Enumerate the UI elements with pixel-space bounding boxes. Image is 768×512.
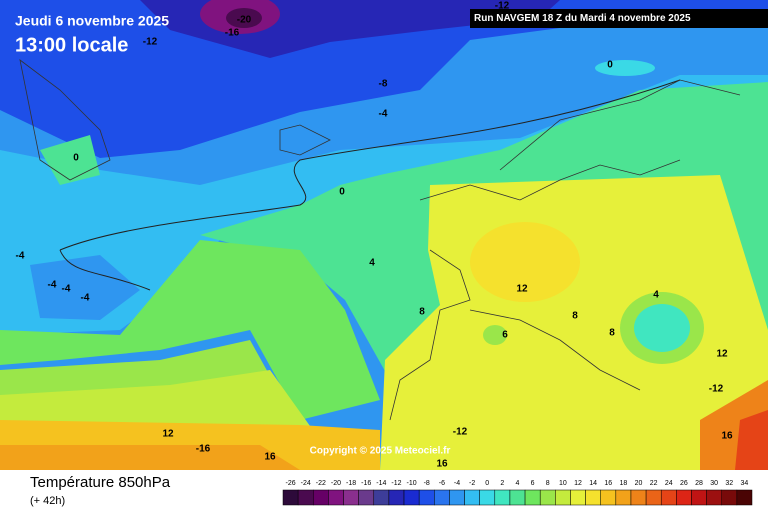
contour-label: -12 [143, 37, 158, 48]
legend-tick-label: -18 [346, 480, 356, 487]
contour-label: -8 [379, 79, 388, 90]
legend-tick-label: 26 [680, 480, 688, 487]
contour-label: -4 [62, 284, 71, 295]
legend-swatch [373, 489, 390, 506]
legend-tick-label: -10 [407, 480, 417, 487]
contour-label: 6 [502, 330, 508, 341]
legend-swatch [570, 489, 586, 506]
contour-label: 16 [264, 452, 276, 463]
legend-tick-label: 20 [635, 480, 643, 487]
legend-swatch [313, 489, 329, 506]
temperature-map [0, 0, 768, 470]
legend-swatch [585, 489, 601, 506]
legend-subtitle: (+ 42h) [30, 495, 65, 507]
contour-label: -4 [48, 280, 57, 291]
legend-tick-label: -8 [424, 480, 430, 487]
contour-label: -16 [196, 444, 211, 455]
legend-tick-label: 32 [725, 480, 733, 487]
legend-swatch [660, 489, 677, 506]
legend-swatch [524, 489, 541, 506]
legend-tick-label: 8 [546, 480, 550, 487]
legend-swatch [358, 489, 375, 506]
contour-label: -4 [16, 251, 25, 262]
legend-tick-label: -26 [286, 480, 296, 487]
copyright: Copyright © 2025 Meteociel.fr [310, 446, 451, 457]
legend-swatch [464, 489, 480, 506]
contour-label: 8 [609, 328, 615, 339]
contour-label: 0 [607, 60, 613, 71]
contour-label: 4 [653, 290, 659, 301]
legend-title: Température 850hPa [30, 474, 171, 491]
legend-swatch [494, 489, 511, 506]
map-time: 13:00 locale [15, 34, 128, 56]
legend-swatch [615, 489, 632, 506]
legend-swatch [403, 489, 420, 506]
run-box [470, 9, 768, 28]
legend-tick-label: -14 [376, 480, 386, 487]
legend-tick-label: 6 [531, 480, 535, 487]
contour-label: -12 [495, 1, 510, 12]
legend-swatch [328, 489, 344, 506]
legend-swatch [706, 489, 722, 506]
contour-label: 8 [419, 307, 425, 318]
legend-swatch [600, 489, 617, 506]
legend-tick-label: -6 [439, 480, 445, 487]
legend-swatch [691, 489, 707, 506]
legend-swatch [388, 489, 405, 506]
legend-swatch [509, 489, 526, 506]
contour-label: 4 [369, 258, 375, 269]
legend-tick-label: 34 [741, 480, 749, 487]
legend-swatch [418, 489, 435, 506]
legend-tick-label: -24 [301, 480, 311, 487]
contour-label: 0 [73, 153, 79, 164]
contour-label: -20 [237, 15, 252, 26]
legend-swatch [479, 489, 496, 506]
legend-swatch [676, 489, 692, 506]
legend-swatch [736, 489, 753, 506]
contour-label: -4 [81, 293, 90, 304]
legend-tick-label: -12 [391, 480, 401, 487]
contour-label: 16 [721, 431, 733, 442]
contour-label: 12 [516, 284, 528, 295]
legend-tick-label: -22 [316, 480, 326, 487]
legend-tick-label: 22 [650, 480, 658, 487]
legend-tick-label: 16 [604, 480, 612, 487]
legend-swatch [645, 489, 662, 506]
legend-swatch [449, 489, 465, 506]
legend-tick-label: 18 [620, 480, 628, 487]
legend-tick-label: 0 [485, 480, 489, 487]
contour-label: 16 [436, 459, 448, 470]
run-info: Run NAVGEM 18 Z du Mardi 4 novembre 2025 [474, 13, 691, 24]
legend-swatch [343, 489, 359, 506]
contour-label: 12 [162, 429, 174, 440]
legend-tick-label: -20 [331, 480, 341, 487]
legend-tick-label: 12 [574, 480, 582, 487]
legend-swatch [539, 489, 556, 506]
legend-tick-label: 10 [559, 480, 567, 487]
legend-tick-label: 4 [516, 480, 520, 487]
legend-swatch [282, 489, 299, 506]
legend-swatch [434, 489, 450, 506]
contour-label: -12 [453, 427, 468, 438]
map-date: Jeudi 6 novembre 2025 [15, 13, 169, 29]
legend-tick-label: -2 [469, 480, 475, 487]
legend-tick-label: 24 [665, 480, 673, 487]
contour-label: 8 [572, 311, 578, 322]
legend-swatch [630, 489, 647, 506]
legend-swatch [555, 489, 571, 506]
contour-label: 0 [339, 187, 345, 198]
legend-tick-label: 30 [710, 480, 718, 487]
legend-swatch [297, 489, 314, 506]
legend-swatch [721, 489, 738, 506]
contour-label: -4 [379, 109, 388, 120]
legend-tick-label: -4 [454, 480, 460, 487]
legend-tick-label: 28 [695, 480, 703, 487]
legend-tick-label: 2 [500, 480, 504, 487]
legend-tick-label: -16 [361, 480, 371, 487]
contour-label: -16 [225, 28, 240, 39]
contour-label: 12 [716, 349, 728, 360]
contour-label: -12 [709, 384, 724, 395]
legend-tick-label: 14 [589, 480, 597, 487]
